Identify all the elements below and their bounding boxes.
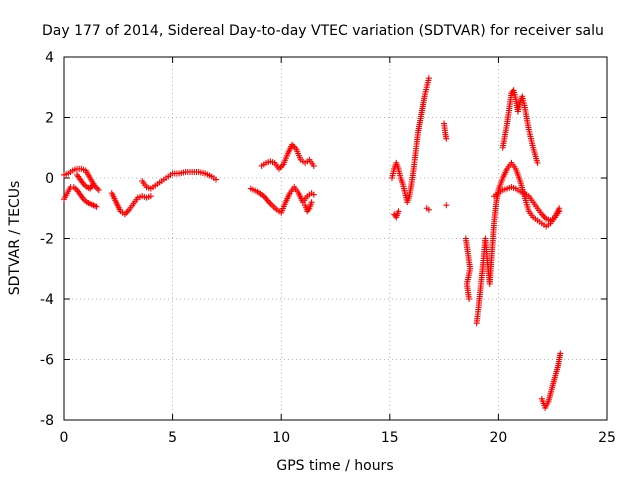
x-tick-label: 15 — [381, 430, 399, 446]
y-tick-label: -2 — [40, 232, 54, 248]
x-axis-title: GPS time / hours — [276, 458, 393, 474]
y-tick-label: -6 — [40, 353, 54, 369]
grid — [64, 57, 607, 420]
data-point — [90, 181, 97, 188]
data-point — [147, 193, 154, 200]
y-tick-labels: -8 -6 -4 -2 0 2 4 — [40, 50, 54, 429]
data-point — [534, 159, 541, 166]
x-tick-label: 5 — [168, 430, 177, 446]
data-point — [123, 209, 130, 216]
data-point — [443, 135, 450, 142]
data-point — [557, 350, 564, 357]
chart-title: Day 177 of 2014, Sidereal Day-to-day VTE… — [42, 23, 604, 39]
data-point — [443, 202, 450, 209]
data-point — [556, 205, 563, 212]
data-point — [95, 187, 102, 194]
y-tick-label: -8 — [40, 413, 54, 429]
data-point — [395, 208, 402, 215]
data-point — [466, 296, 473, 302]
data-point — [540, 212, 547, 219]
data-point — [94, 185, 101, 192]
x-tick-labels: 0 5 10 15 20 25 — [60, 430, 616, 446]
axis-ticks — [63, 56, 608, 421]
data-point — [425, 75, 432, 82]
data-point — [93, 203, 100, 210]
data-point — [310, 191, 317, 198]
data-points — [61, 75, 564, 411]
x-tick-label: 10 — [272, 430, 290, 446]
y-tick-label: -4 — [40, 292, 54, 308]
x-tick-label: 0 — [60, 430, 69, 446]
y-tick-label: 2 — [45, 111, 54, 127]
y-axis-title: SDTVAR / TECUs — [7, 181, 23, 296]
x-tick-label: 25 — [598, 430, 616, 446]
data-point — [124, 208, 131, 215]
x-tick-label: 20 — [489, 430, 507, 446]
data-point — [308, 199, 315, 206]
data-point — [425, 206, 432, 213]
y-tick-label: 4 — [45, 50, 54, 66]
data-point — [310, 162, 317, 169]
data-point — [213, 176, 220, 183]
y-tick-label: 0 — [45, 171, 54, 187]
